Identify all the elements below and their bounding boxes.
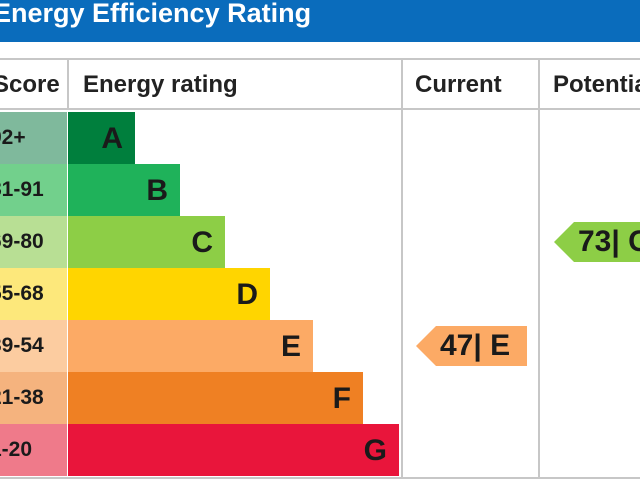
header-top-border xyxy=(0,58,640,60)
score-range-g: 1-20 xyxy=(0,424,67,476)
score-range-a: 92+ xyxy=(0,112,67,164)
potential-rating-arrow: 73| C xyxy=(554,222,640,262)
band-d: D xyxy=(68,268,270,320)
band-letter-g: G xyxy=(363,434,387,467)
score-range-c: 69-80 xyxy=(0,216,67,268)
title-bar: Energy Efficiency Rating xyxy=(0,0,640,42)
header-current: Current xyxy=(415,71,502,98)
band-b: B xyxy=(68,164,180,216)
band-letter-f: F xyxy=(332,382,351,415)
column-divider-score xyxy=(67,58,69,110)
band-letter-c: C xyxy=(191,226,213,259)
potential-rating-label: 73| C xyxy=(578,225,640,258)
score-range-f: 21-38 xyxy=(0,372,67,424)
column-divider-current xyxy=(538,58,540,479)
band-g: G xyxy=(68,424,399,476)
band-letter-d: D xyxy=(236,278,258,311)
band-c: C xyxy=(68,216,225,268)
band-letter-b: B xyxy=(146,174,168,207)
score-range-b: 81-91 xyxy=(0,164,67,216)
score-range-e: 39-54 xyxy=(0,320,67,372)
score-range-d: 55-68 xyxy=(0,268,67,320)
band-a: A xyxy=(68,112,135,164)
band-letter-a: A xyxy=(101,122,123,155)
band-letter-e: E xyxy=(280,330,301,363)
column-divider-rating xyxy=(401,58,403,479)
current-rating-arrow: 47| E xyxy=(416,326,527,366)
table-bottom-border xyxy=(0,477,640,479)
band-f: F xyxy=(68,372,363,424)
header-energy-rating: Energy rating xyxy=(83,71,238,98)
potential-arrow-shape xyxy=(554,222,640,262)
band-e: E xyxy=(68,320,313,372)
current-rating-label: 47| E xyxy=(440,329,511,362)
current-arrow-shape xyxy=(416,326,527,366)
chart-title: Energy Efficiency Rating xyxy=(0,0,312,28)
header-potential: Potential xyxy=(553,71,640,98)
header-score: Score xyxy=(0,71,60,98)
header-bottom-border xyxy=(0,108,640,110)
